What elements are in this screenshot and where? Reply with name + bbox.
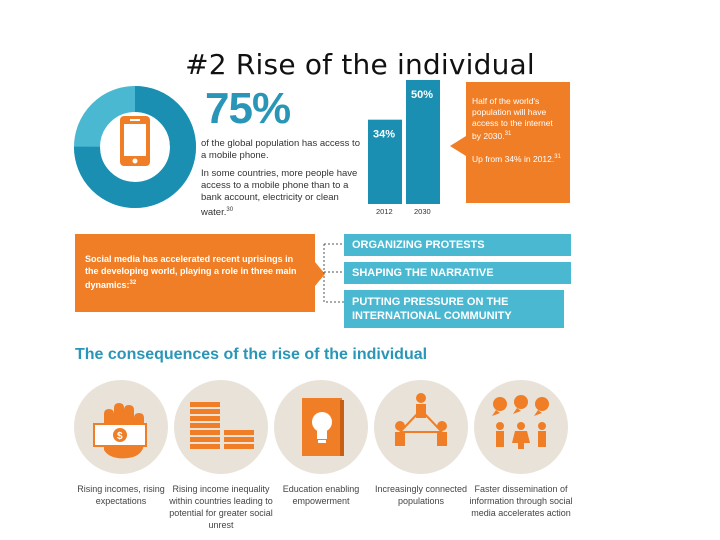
slide-title: #2 Rise of the individual <box>185 48 535 81</box>
social-media-box: Social media has accelerated recent upri… <box>75 234 315 312</box>
hand-money-icon: $ <box>93 403 147 459</box>
bar-value-label-2030: 50% <box>411 89 433 101</box>
bar-2030 <box>406 80 440 204</box>
internet-callout: Half of the world's population will have… <box>466 82 570 203</box>
dynamic-organizing-protests: ORGANIZING PROTESTS <box>344 234 571 256</box>
consequence-caption-5: Faster dissemination of information thro… <box>469 484 573 518</box>
bar-2012 <box>368 119 402 204</box>
mobile-comparison-text: In some countries, more people have acce… <box>201 168 358 219</box>
consequence-caption-1: Rising incomes, rising expectations <box>77 484 165 506</box>
bar-value-label-2012: 34% <box>373 129 395 141</box>
consequences-title: The consequences of the rise of the indi… <box>75 346 428 363</box>
social-media-arrow <box>315 262 325 286</box>
bar-axis-label-2030: 2030 <box>414 207 431 216</box>
callout-text-1: Half of the world's population will have… <box>472 96 553 141</box>
mobile-phone-icon <box>120 116 150 166</box>
callout-arrow <box>450 136 466 156</box>
consequence-circle-4 <box>374 380 468 474</box>
callout-text-2: Up from 34% in 2012.31 <box>472 153 561 164</box>
svg-text:$: $ <box>117 431 123 442</box>
consequence-caption-4: Increasingly connected populations <box>374 484 468 506</box>
book-lightbulb-icon <box>302 398 344 456</box>
bar-axis-label-2012: 2012 <box>376 207 393 216</box>
connected-people-icon <box>395 393 447 446</box>
mobile-access-percent: 75% <box>205 84 291 133</box>
speech-bubbles-people-icon <box>492 395 549 449</box>
internet-access-bar-chart: 34% 50% 2012 2030 <box>368 80 440 216</box>
consequence-circle-1: $ <box>74 380 168 474</box>
money-stacks-icon <box>190 402 254 449</box>
mobile-access-text: of the global population has access to a… <box>201 138 360 161</box>
dynamics-bracket <box>323 243 344 303</box>
dynamic-international-pressure: PUTTING PRESSURE ON THE INTERNATIONAL CO… <box>344 290 564 328</box>
consequence-caption-2: Rising income inequality within countrie… <box>169 484 273 530</box>
consequence-caption-3: Education enabling empowerment <box>282 484 360 506</box>
dynamic-shaping-narrative: SHAPING THE NARRATIVE <box>344 262 571 284</box>
consequence-circle-3 <box>274 380 368 474</box>
consequence-circle-2 <box>174 380 268 474</box>
consequence-circle-5 <box>474 380 568 474</box>
mobile-access-donut <box>74 86 196 208</box>
donut-arc-75 <box>74 86 196 208</box>
